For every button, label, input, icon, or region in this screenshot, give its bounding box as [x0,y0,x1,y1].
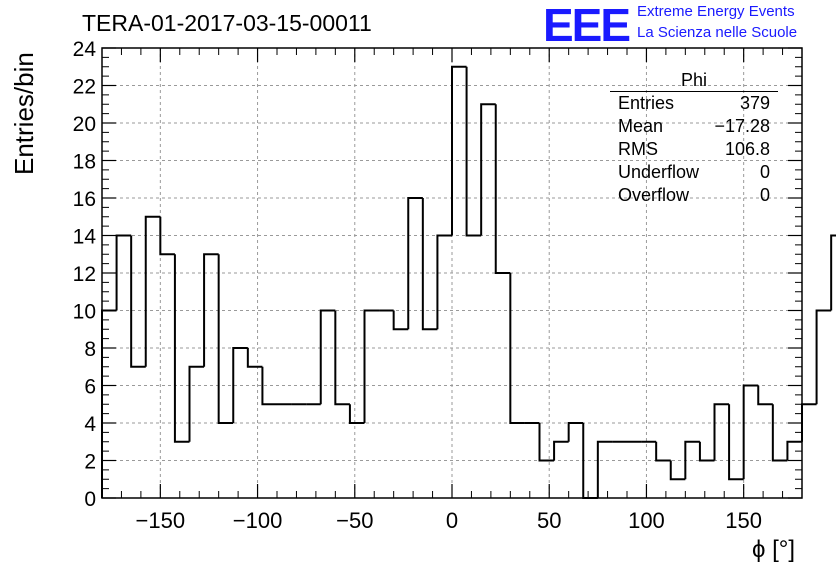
histogram-bin [130,235,146,368]
histogram-bin [451,65,467,236]
logo-line-2: La Scienza nelle Scuole [637,24,798,41]
histogram-bin [684,440,700,480]
y-tick-label: 0 [84,488,96,511]
histogram-bin [465,66,482,237]
y-tick-label: 6 [84,376,96,399]
stats-label: RMS [618,139,658,159]
x-tick-label: 0 [446,508,458,533]
y-tick-label: 14 [73,226,97,249]
histogram-bin [596,440,613,498]
histogram-bin [553,440,569,461]
x-tick-label: 150 [725,508,762,533]
histogram-bin [742,384,759,480]
histogram-bin [757,385,773,406]
histogram-bin [421,198,438,331]
stats-row-entries: Entries 379 [610,92,778,115]
histogram-bin [567,422,584,442]
x-tick-label: −50 [336,508,373,533]
x-tick-label: −100 [233,508,283,533]
stats-label: Mean [618,116,664,136]
stats-title: Phi [610,69,778,92]
x-tick-label: 100 [628,508,665,533]
eee-logo: EEE [543,0,631,51]
histogram-bin [246,348,263,368]
histogram-bin [480,103,496,236]
histogram-bin [392,310,409,331]
histogram-bin [407,197,423,330]
stats-row-overflow: Overflow 0 [610,184,778,207]
stats-row-mean: Mean −17.28 [610,115,778,138]
y-tick-label: 20 [73,113,96,136]
stats-value: 0 [759,162,770,182]
histogram-bin [698,441,715,462]
histogram-bin [669,460,686,481]
y-tick-label: 10 [73,301,96,324]
chart-title: TERA-01-2017-03-15-00011 [82,10,372,36]
histogram-bin [815,309,832,405]
stats-row-rms: RMS 106.8 [610,138,778,161]
histogram-bin [436,234,452,330]
x-tick-label: −150 [136,508,186,533]
histogram-bin [801,403,817,442]
stats-value: 106.8 [724,139,770,159]
y-axis-label: Entries/bin [9,52,39,175]
stats-label: Underflow [618,162,700,182]
stats-label: Overflow [618,185,690,205]
y-tick-label: 12 [73,263,96,286]
histogram-bin [334,310,350,406]
histogram-bin [509,273,525,424]
histogram-bin [232,347,248,423]
y-tick-label: 8 [84,338,96,361]
stats-row-underflow: Underflow 0 [610,161,778,184]
y-tick-label: 4 [84,413,96,436]
y-tick-label: 18 [73,151,96,174]
y-tick-label: 22 [73,76,96,99]
histogram-bin [115,234,132,311]
histogram-bin [363,309,380,423]
stats-box: Phi Entries 379 Mean −17.28 RMS 106.8 Un… [610,69,778,207]
histogram-bin [159,216,175,256]
histogram-bin [261,366,277,406]
histogram-bin [144,215,161,367]
histogram-bin [771,404,788,462]
histogram-bin [217,254,234,424]
histogram-bin [655,441,671,462]
histogram-bin [494,104,511,274]
stats-value: 0 [759,185,770,205]
x-axis-label: ϕ [°] [752,536,796,563]
histogram-bin [203,253,219,367]
histogram-bin [173,254,190,443]
y-tick-label: 16 [73,188,96,211]
y-tick-label: 2 [84,451,96,474]
x-tick-label: 50 [537,508,561,533]
stats-value: 379 [739,93,770,113]
y-tick-label: 24 [73,38,97,61]
stats-label: Entries [618,93,675,113]
histogram-bin [713,403,730,461]
histogram-bin [538,423,555,462]
histogram-bin [728,404,744,481]
histogram-bin [830,234,836,311]
histogram-bin [348,404,365,424]
stats-value: −17.28 [714,116,770,136]
logo-line-1: Extreme Energy Events [637,3,795,20]
histogram-bin [188,365,205,442]
histogram-bin [319,309,336,405]
